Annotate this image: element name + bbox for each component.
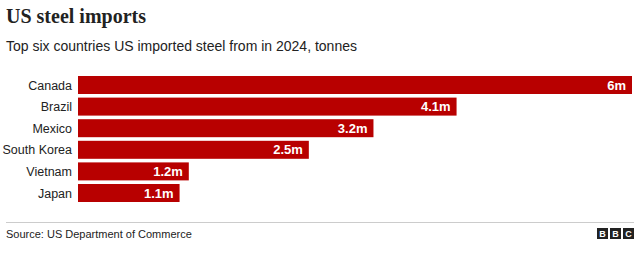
data-label: 1.2m (153, 164, 183, 179)
bars (78, 76, 632, 202)
logo-letter: B (599, 229, 606, 239)
logo-box (623, 228, 634, 239)
data-label: 2.5m (273, 142, 303, 157)
logo: BBC (597, 228, 634, 239)
title: US steel imports (6, 5, 146, 28)
category-label: South Korea (3, 143, 73, 157)
bar (78, 119, 373, 137)
source: Source: US Department of Commerce (6, 228, 192, 240)
chart-container: US steel imports Top six countries US imp… (0, 0, 640, 260)
category-label: Mexico (32, 122, 72, 136)
bar (78, 98, 457, 116)
bar (78, 141, 309, 159)
category-label: Japan (38, 187, 72, 201)
logo-box (597, 228, 608, 239)
bar (78, 162, 189, 180)
labels: 6m Canada 4.1m Brazil 3.2m Mexico 2.5m South Ko… (3, 78, 627, 201)
bar (78, 76, 632, 94)
data-label: 3.2m (338, 121, 368, 136)
logo-letter: C (625, 229, 632, 239)
background (0, 0, 640, 260)
data-label: 4.1m (421, 99, 451, 114)
subtitle: Top six countries US imported steel from… (6, 38, 357, 54)
data-label: 1.1m (144, 186, 174, 201)
logo-letter: B (612, 229, 619, 239)
chart-svg: US steel imports Top six countries US imp… (0, 0, 640, 260)
footer-rule (6, 222, 634, 223)
bar (78, 184, 180, 202)
category-label: Brazil (41, 100, 72, 114)
logo-box (610, 228, 621, 239)
data-label: 6m (607, 78, 626, 93)
category-label: Canada (28, 79, 72, 93)
category-label: Vietnam (26, 165, 72, 179)
